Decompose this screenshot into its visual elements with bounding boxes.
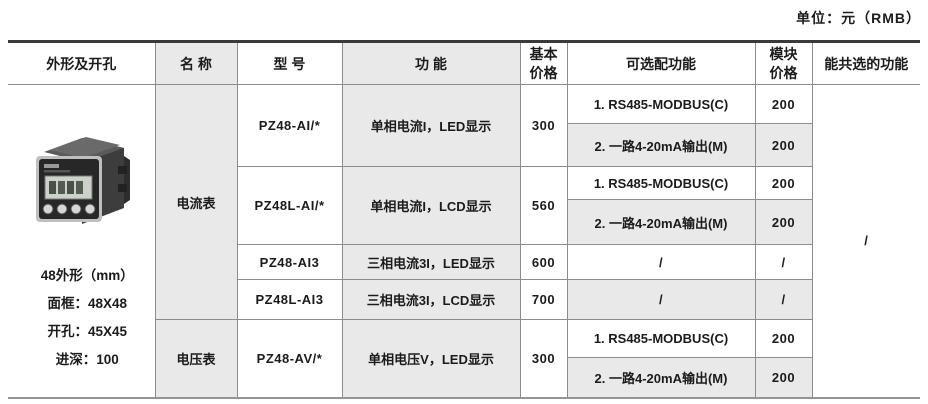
- model-pz48-ai3: PZ48-AI3: [236, 244, 343, 280]
- function-pz48l-ai: 单相电流I，LCD显示: [341, 166, 521, 245]
- option-label: /: [566, 279, 756, 320]
- function-pz48l-ai3: 三相电流3I，LCD显示: [341, 279, 521, 320]
- base-price-pz48l-ai: 560: [519, 166, 568, 245]
- unit-label: 单位：元（RMB）: [796, 10, 921, 26]
- dimension-notes: 48外形（mm） 面框：48X48 开孔：45X45 进深：100: [22, 262, 153, 374]
- price-table: 外形及开孔 名 称 型 号 功 能 基本 价格 可选配功能 模块 价格 能共选的…: [8, 40, 920, 399]
- dimension-size-label: 48外形（mm）: [40, 267, 134, 283]
- module-price: 200: [754, 319, 813, 358]
- model-pz48l-ai3: PZ48L-AI3: [236, 279, 343, 320]
- col-header-base-price-line1: 基本: [529, 45, 558, 62]
- base-price-pz48-ai3: 600: [519, 244, 568, 280]
- table-row: PZ48L-AI/* 单相电流I，LCD显示 560 1. RS485-MODB…: [8, 166, 920, 245]
- dimension-frame: 面框：48X48: [47, 295, 128, 311]
- col-header-appearance: 外形及开孔: [8, 41, 156, 85]
- col-header-function: 功 能: [341, 41, 521, 85]
- table-row: PZ48-AI3 三相电流3I，LED显示 600 / /: [8, 244, 920, 280]
- table-row: 2. 一路4-20mA输出(M) 200: [8, 357, 920, 398]
- col-header-model: 型 号: [236, 41, 343, 85]
- dimension-depth: 进深：100: [55, 351, 119, 367]
- model-pz48l-ai: PZ48L-AI/*: [236, 166, 343, 245]
- col-header-base-price-line2: 价格: [529, 64, 558, 81]
- option-label: 1. RS485-MODBUS(C): [566, 84, 756, 124]
- col-header-shared: 能共选的功能: [811, 41, 920, 85]
- header-row: 外形及开孔 名 称 型 号 功 能 基本 价格 可选配功能 模块 价格 能共选的…: [8, 41, 920, 85]
- model-pz48-ai: PZ48-AI/*: [236, 84, 343, 167]
- base-price-pz48-av: 300: [519, 319, 568, 398]
- table-row: 48外形（mm） 面框：48X48 开孔：45X45 进深：100 电流表 PZ…: [8, 84, 920, 398]
- table-row: PZ48L-AI3 三相电流3I，LCD显示 700 / /: [8, 279, 920, 320]
- module-price: 200: [754, 123, 813, 167]
- category-name-current-meter: 电流表: [154, 84, 238, 320]
- col-header-module-price-line1: 模块: [769, 45, 798, 62]
- category-name-voltage-meter: 电压表: [154, 319, 238, 398]
- function-pz48-av: 单相电压V，LED显示: [341, 319, 521, 398]
- function-pz48-ai: 单相电流I，LED显示: [341, 84, 521, 167]
- module-price: 200: [754, 357, 813, 398]
- module-price: /: [754, 279, 813, 320]
- model-pz48-av: PZ48-AV/*: [236, 319, 343, 398]
- dimension-cutout: 开孔：45X45: [47, 323, 128, 339]
- col-header-name: 名 称: [154, 41, 238, 85]
- shared-functions-cell: /: [811, 84, 920, 398]
- appearance-cell: 48外形（mm） 面框：48X48 开孔：45X45 进深：100: [8, 84, 156, 398]
- module-price: 200: [754, 199, 813, 245]
- col-header-module-price-line2: 价格: [769, 64, 798, 81]
- base-price-pz48-ai: 300: [519, 84, 568, 167]
- module-price: 200: [754, 84, 813, 124]
- col-header-module-price: 模块 价格: [754, 41, 813, 85]
- base-price-pz48l-ai3: 700: [519, 279, 568, 320]
- option-label: 1. RS485-MODBUS(C): [566, 319, 756, 358]
- col-header-options: 可选配功能: [566, 41, 756, 85]
- panel-meter-illustration: [36, 136, 131, 224]
- option-label: /: [566, 244, 756, 280]
- option-label: 1. RS485-MODBUS(C): [566, 166, 756, 200]
- panel-meter-image: [10, 116, 153, 256]
- col-header-base-price: 基本 价格: [519, 41, 568, 85]
- option-label: 2. 一路4-20mA输出(M): [566, 199, 756, 245]
- option-label: 2. 一路4-20mA输出(M): [566, 357, 756, 398]
- module-price: 200: [754, 166, 813, 200]
- module-price: /: [754, 244, 813, 280]
- option-label: 2. 一路4-20mA输出(M): [566, 123, 756, 167]
- table-row: 电压表 PZ48-AV/* 单相电压V，LED显示 300 1. RS485-M…: [8, 319, 920, 398]
- function-pz48-ai3: 三相电流3I，LED显示: [341, 244, 521, 280]
